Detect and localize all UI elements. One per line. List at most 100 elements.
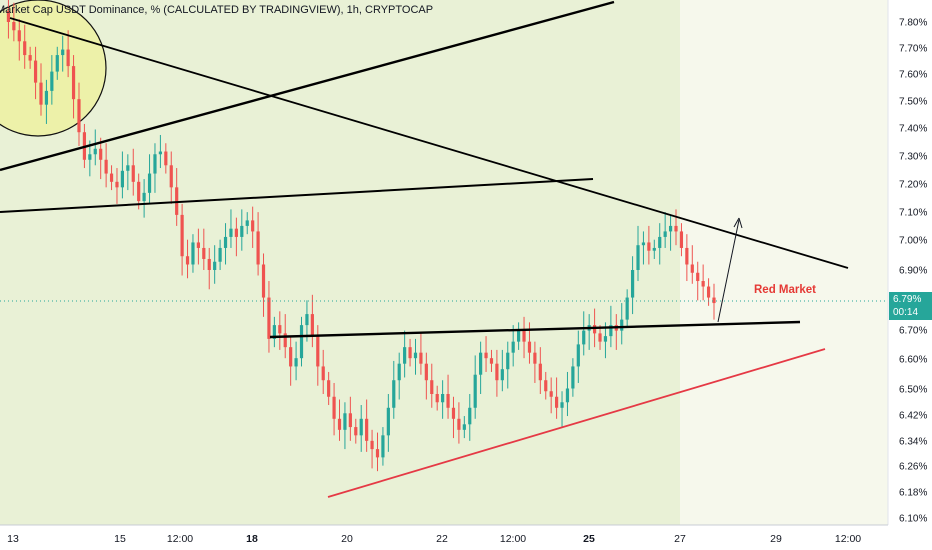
candle-body bbox=[386, 407, 390, 436]
candle-body bbox=[278, 325, 282, 334]
candle-body bbox=[164, 151, 168, 166]
candle-body bbox=[28, 55, 32, 61]
candle-body bbox=[397, 363, 401, 381]
candle-body bbox=[365, 418, 369, 441]
candle-body bbox=[109, 173, 114, 182]
candle-body bbox=[142, 192, 146, 202]
candle-body bbox=[33, 60, 38, 83]
candle-body bbox=[202, 247, 206, 259]
candle-body bbox=[175, 187, 179, 215]
candle-body bbox=[354, 427, 358, 436]
candle-body bbox=[701, 281, 705, 287]
y-tick-label: 6.10% bbox=[899, 514, 927, 525]
candle-body bbox=[652, 247, 656, 251]
trend-line-descending bbox=[9, 17, 849, 269]
x-tick-label: 15 bbox=[114, 533, 126, 545]
candle-body bbox=[6, 10, 11, 22]
candle-body bbox=[310, 314, 314, 337]
candle-body bbox=[658, 236, 662, 248]
candle-body bbox=[245, 220, 249, 226]
candle-body bbox=[39, 82, 43, 105]
candle-body bbox=[147, 173, 152, 193]
candle-body bbox=[674, 225, 678, 232]
last-price-badge: 6.79% 00:14 bbox=[889, 292, 932, 320]
candle-body bbox=[17, 30, 21, 42]
candle-body bbox=[99, 148, 103, 160]
candle-body bbox=[392, 380, 396, 408]
candle-body bbox=[630, 270, 635, 298]
y-tick-label: 6.26% bbox=[899, 462, 927, 473]
y-tick-label: 6.18% bbox=[899, 488, 927, 499]
candle-body bbox=[620, 319, 624, 331]
candle-body bbox=[234, 228, 238, 237]
candle-body bbox=[451, 407, 456, 419]
y-tick-label: 7.80% bbox=[899, 18, 927, 29]
candle-body bbox=[533, 352, 537, 364]
candle-body bbox=[636, 245, 640, 270]
candle-body bbox=[272, 325, 276, 339]
candle-body bbox=[522, 330, 526, 342]
y-tick-label: 7.60% bbox=[899, 70, 927, 81]
y-tick-label: 6.42% bbox=[899, 411, 927, 422]
x-tick-label: 25 bbox=[583, 533, 595, 545]
candle-body bbox=[413, 352, 418, 359]
candle-body bbox=[158, 151, 162, 155]
candle-body bbox=[679, 231, 684, 248]
y-tick-label: 7.20% bbox=[899, 180, 927, 191]
candle-body bbox=[506, 352, 510, 370]
candle-body bbox=[131, 165, 135, 182]
candle-body bbox=[256, 231, 260, 265]
candle-body bbox=[457, 418, 461, 430]
candle-body bbox=[55, 55, 59, 72]
price-axis bbox=[888, 0, 932, 550]
y-tick-label: 6.70% bbox=[899, 326, 927, 337]
candle-body bbox=[625, 297, 629, 320]
candle-body bbox=[185, 256, 190, 265]
candle-body bbox=[571, 366, 575, 389]
candle-body bbox=[489, 358, 494, 364]
candle-body bbox=[169, 165, 173, 188]
last-price-value: 6.79% bbox=[893, 294, 922, 305]
candle-body bbox=[685, 247, 689, 265]
chart-title: Market Cap USDT Dominance, % (CALCULATED… bbox=[0, 4, 434, 16]
x-tick-label: 29 bbox=[770, 533, 782, 545]
candle-body bbox=[50, 71, 54, 91]
candle-body bbox=[299, 325, 304, 359]
x-tick-label: 22 bbox=[436, 533, 448, 545]
candle-body bbox=[153, 154, 157, 174]
y-tick-label: 6.90% bbox=[899, 266, 927, 277]
y-tick-label: 7.50% bbox=[899, 97, 927, 108]
y-tick-label: 6.60% bbox=[899, 355, 927, 366]
candle-body bbox=[240, 225, 244, 237]
candle-body bbox=[370, 440, 374, 450]
candle-body bbox=[582, 330, 586, 345]
candle-body bbox=[419, 352, 423, 364]
candle-body bbox=[316, 336, 320, 367]
y-tick-label: 7.70% bbox=[899, 44, 927, 55]
projection-arrow bbox=[717, 219, 740, 323]
candle-body bbox=[375, 449, 380, 458]
candle-body bbox=[283, 333, 287, 348]
candle-body bbox=[180, 214, 184, 257]
candle-body bbox=[261, 264, 266, 298]
y-axis-ticks: 7.80% 7.70% 7.60% 7.50% 7.40% 7.30% 7.20% 7.10%… bbox=[899, 18, 927, 525]
projection-arrowhead-icon bbox=[733, 217, 743, 229]
candle-body bbox=[441, 394, 445, 403]
candle-body bbox=[576, 344, 580, 367]
candle-body bbox=[120, 170, 125, 188]
candle-body bbox=[126, 165, 130, 171]
candle-body bbox=[603, 336, 608, 342]
candle-body bbox=[555, 396, 559, 408]
x-axis-ticks: 13 15 12:00 18 20 22 12:00 25 27 29 12:00 bbox=[7, 533, 861, 545]
candle-body bbox=[511, 341, 515, 353]
candle-body bbox=[609, 325, 613, 337]
candle-body bbox=[560, 402, 564, 408]
candle-body bbox=[44, 90, 49, 105]
candle-body bbox=[484, 352, 488, 359]
candle-body bbox=[500, 369, 504, 381]
x-tick-label: 12:00 bbox=[167, 533, 193, 545]
candle-body bbox=[229, 228, 233, 237]
y-tick-label: 6.50% bbox=[899, 385, 927, 396]
candle-body bbox=[462, 424, 466, 430]
